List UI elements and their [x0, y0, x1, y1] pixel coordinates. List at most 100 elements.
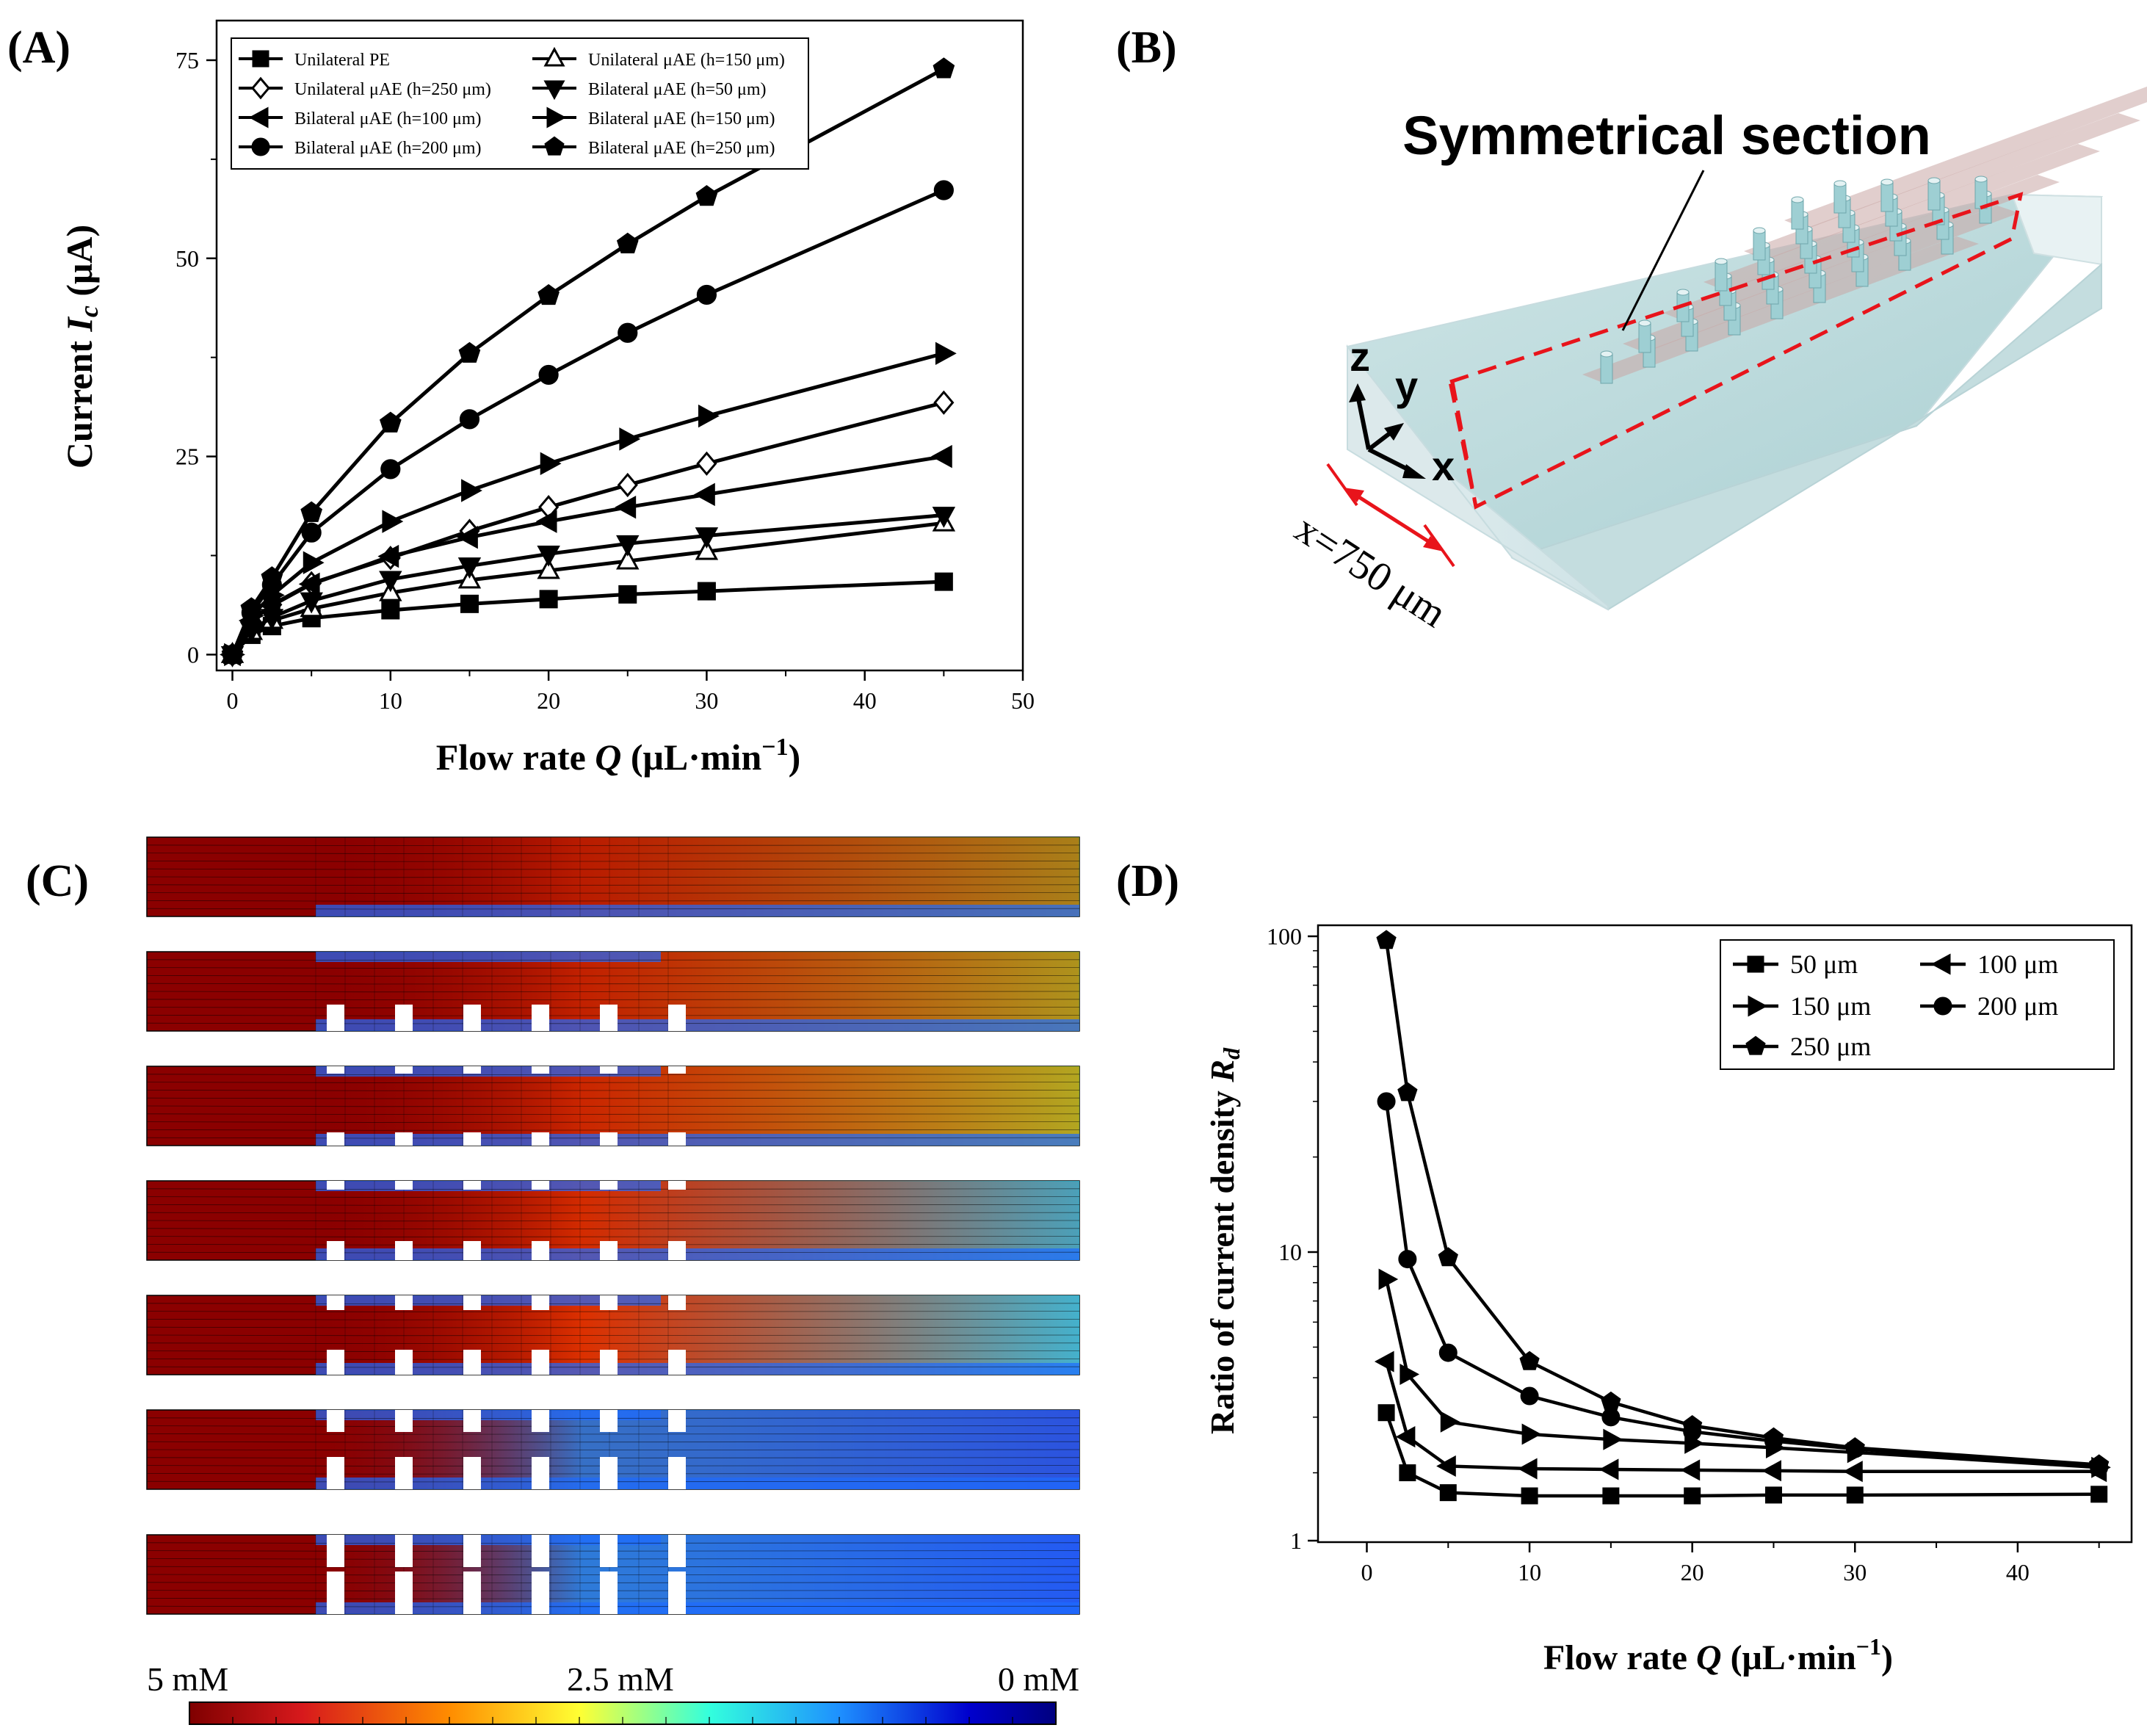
- legend-marker: [1748, 995, 1768, 1017]
- data-point: [300, 592, 323, 614]
- electrode-notch: [463, 1535, 481, 1567]
- y-tick-label: 50: [175, 245, 199, 272]
- pillar-top: [1880, 178, 1894, 186]
- data-point: [1764, 1486, 1782, 1504]
- data-point: [1436, 1455, 1456, 1477]
- data-point: [1438, 1247, 1458, 1267]
- electrode-notch: [532, 1535, 549, 1567]
- electrode-notch: [600, 1572, 618, 1614]
- data-point: [935, 341, 957, 366]
- legend-marker: [251, 76, 270, 100]
- boundary-layer: [316, 1602, 1079, 1614]
- legend-marker: [543, 46, 565, 67]
- electrode-notch: [668, 1572, 686, 1614]
- data-point: [695, 184, 718, 206]
- data-point: [1440, 1411, 1460, 1433]
- data-point: [240, 597, 263, 618]
- electrode-notch: [463, 1410, 481, 1432]
- data-point: [538, 364, 559, 386]
- panel-label-a: (A): [7, 23, 71, 73]
- data-point: [300, 501, 323, 522]
- y-tick-label: 10: [1278, 1239, 1302, 1265]
- data-point: [616, 232, 639, 253]
- data-point: [459, 409, 480, 430]
- electrode-notch: [600, 1350, 618, 1375]
- data-point: [930, 444, 952, 469]
- data-point: [1520, 1386, 1539, 1406]
- electrode-notch: [532, 1181, 549, 1190]
- data-point: [537, 283, 560, 305]
- legend-label: 100 μm: [1977, 950, 2058, 979]
- electrode-notch: [463, 1295, 481, 1310]
- data-point: [695, 538, 719, 560]
- electrode-notch: [327, 1295, 344, 1310]
- electrode-notch: [395, 1350, 413, 1375]
- y-tick-label: 25: [175, 444, 199, 470]
- data-point: [1601, 1408, 1621, 1427]
- data-point: [1377, 1404, 1395, 1422]
- panel-label-b: (B): [1116, 23, 1177, 73]
- data-point: [1400, 1363, 1420, 1386]
- electrode-notch: [327, 1410, 344, 1432]
- y-tick-label: 0: [187, 641, 199, 668]
- data-point: [458, 341, 481, 363]
- electrode-notch: [327, 1005, 344, 1031]
- concentration-map: [146, 951, 1080, 1032]
- electrode-notch: [327, 1241, 344, 1260]
- electrode-notch: [532, 1295, 549, 1310]
- legend-marker: [546, 106, 567, 129]
- electrode-notch: [600, 1535, 618, 1567]
- x-tick-label: 0: [1361, 1559, 1372, 1585]
- boundary-layer: [316, 1248, 1079, 1260]
- boundary-layer: [316, 1478, 1079, 1489]
- data-point: [261, 566, 283, 587]
- chart-a-ylabel: Current Ic (μA): [59, 225, 104, 469]
- electrode-notch: [463, 1457, 481, 1489]
- data-point: [2090, 1486, 2108, 1503]
- data-point: [616, 535, 640, 557]
- y-tick-label: 100: [1267, 923, 1302, 950]
- panel-label-c: (C): [26, 856, 90, 906]
- colorbar-label-high: 5 mM: [147, 1660, 228, 1698]
- electrode-notch: [327, 1572, 344, 1614]
- electrode-notch: [327, 1066, 344, 1074]
- x-tick-label: 20: [1681, 1559, 1704, 1585]
- pillar: [1753, 230, 1766, 261]
- data-point: [1521, 1423, 1542, 1445]
- concentration-map: [146, 1295, 1080, 1375]
- legend-label: Unilateral μAE (h=150 μm): [588, 51, 785, 70]
- chart-d-xlabel: Flow rate Q (μL·min−1): [1543, 1633, 1893, 1677]
- electrode-notch: [395, 1572, 413, 1614]
- electrode-notch: [327, 1132, 344, 1146]
- legend-marker: [544, 136, 565, 156]
- channel-front-wall: [1347, 344, 1609, 610]
- legend-marker: [252, 50, 269, 68]
- data-point: [1399, 1464, 1416, 1482]
- electrode-notch: [532, 1457, 549, 1489]
- pillar-top: [1715, 258, 1728, 265]
- electrode-notch: [463, 1181, 481, 1190]
- chart-a-xlabel: Flow rate Q (μL·min−1): [436, 734, 801, 778]
- pillar-top: [1927, 177, 1941, 184]
- pillar-top: [1638, 319, 1651, 327]
- series-line: [1384, 1101, 2099, 1469]
- data-point: [695, 527, 719, 549]
- pillar: [1600, 353, 1613, 384]
- electrode-notch: [395, 1241, 413, 1260]
- data-point: [460, 594, 479, 613]
- data-point: [1846, 1486, 1864, 1504]
- legend-marker: [1933, 997, 1952, 1016]
- electrode-notch: [395, 1295, 413, 1310]
- electrode-notch: [463, 1241, 481, 1260]
- dimension-label: x=750 μm: [1287, 506, 1455, 637]
- x-tick-label: 0: [227, 687, 239, 714]
- data-point: [697, 582, 716, 601]
- data-point: [1843, 1461, 1863, 1483]
- pillar: [1880, 181, 1894, 212]
- data-point: [1378, 1268, 1399, 1290]
- electrode-notch: [668, 1295, 686, 1310]
- chart-d-frame: [1317, 924, 2133, 1544]
- concentration-maps: [146, 836, 1080, 1615]
